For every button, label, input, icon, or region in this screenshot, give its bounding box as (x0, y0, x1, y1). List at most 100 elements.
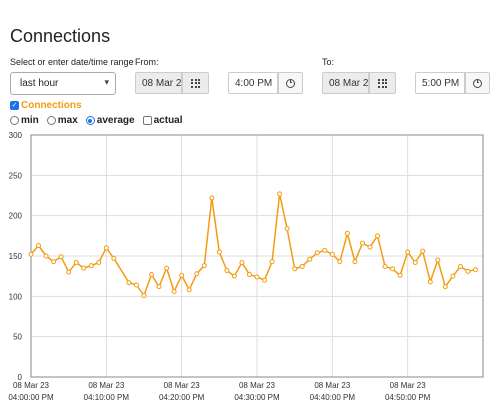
data-point (246, 272, 252, 278)
data-point (73, 259, 79, 265)
series-toggle[interactable]: ✓ Connections (10, 100, 82, 111)
data-point (201, 263, 207, 269)
x-tick-date-label: 08 Mar 23 (390, 381, 427, 390)
x-tick-time-label: 04:50:00 PM (385, 393, 431, 402)
x-tick-time-label: 04:10:00 PM (84, 393, 130, 402)
data-point (442, 284, 448, 290)
actual-checkbox[interactable] (142, 116, 152, 125)
x-tick-time-label: 04:30:00 PM (234, 393, 280, 402)
data-point (397, 272, 403, 278)
stat-option-max-label: max (57, 115, 78, 126)
clock-icon (473, 78, 482, 88)
x-tick-time-label: 04:40:00 PM (310, 393, 356, 402)
from-time-picker-button[interactable] (278, 72, 303, 94)
data-point (390, 266, 396, 272)
calendar-grid-icon (191, 78, 200, 88)
data-point (239, 259, 245, 265)
radio-min[interactable] (10, 116, 19, 125)
connections-chart: 0 50 100 150 200 250 300 08 Mar 23 04:00:00 PM 08… (8, 131, 484, 402)
radio-average[interactable] (85, 116, 95, 125)
series-checkbox[interactable]: ✓ (10, 101, 19, 110)
data-point (472, 267, 478, 273)
from-date-picker-button[interactable] (182, 72, 209, 94)
to-date-picker-button[interactable] (369, 72, 396, 94)
data-point (322, 247, 328, 253)
x-tick-time-label: 04:20:00 PM (159, 393, 205, 402)
data-point (156, 284, 162, 290)
data-point (375, 233, 381, 239)
calendar-grid-icon (378, 78, 387, 88)
data-point (465, 268, 471, 274)
x-tick-date-label: 08 Mar 23 (314, 381, 351, 390)
data-point (81, 265, 87, 271)
data-point (164, 265, 170, 271)
data-point (28, 251, 34, 257)
y-tick-label: 100 (9, 292, 23, 301)
to-time-input[interactable]: 5:00 PM (415, 72, 465, 94)
page-title: Connections (10, 26, 111, 46)
stat-option-min[interactable]: min (10, 115, 39, 126)
from-date-input[interactable]: 08 Mar 23 (135, 72, 182, 94)
data-point (216, 249, 222, 255)
data-point (126, 280, 132, 286)
y-tick-label: 300 (9, 131, 23, 140)
data-point (66, 269, 72, 275)
data-point (96, 259, 102, 265)
data-point (141, 293, 147, 299)
stat-option-average[interactable]: average (85, 115, 135, 126)
data-point (262, 277, 268, 283)
x-tick-time-label: 04:00:00 PM (8, 393, 54, 402)
data-point (194, 271, 200, 277)
to-date-input[interactable]: 08 Mar 23 (322, 72, 369, 94)
data-point (186, 287, 192, 293)
data-point (427, 279, 433, 285)
series-line (30, 193, 476, 297)
x-tick-date-label: 08 Mar 23 (239, 381, 276, 390)
data-point (103, 245, 109, 251)
x-tick-date-label: 08 Mar 23 (164, 381, 201, 390)
data-point (329, 251, 335, 257)
data-point (307, 256, 313, 262)
range-label: Select or enter date/time range (10, 57, 134, 67)
to-time-picker-button[interactable] (465, 72, 490, 94)
chart-series (28, 191, 478, 299)
y-tick-label: 50 (13, 333, 22, 342)
data-point (412, 259, 418, 265)
from-time-input[interactable]: 4:00 PM (228, 72, 278, 94)
x-tick-date-label: 08 Mar 23 (88, 381, 125, 390)
x-tick-date-label: 08 Mar 23 (13, 381, 50, 390)
y-tick-label: 200 (9, 212, 23, 221)
data-point (420, 248, 426, 254)
data-point (36, 243, 42, 249)
stat-option-max[interactable]: max (46, 115, 78, 126)
data-point (111, 255, 117, 261)
data-point (43, 253, 49, 259)
stat-option-actual-label: actual (153, 115, 183, 126)
data-point (133, 282, 139, 288)
from-label: From: (135, 57, 159, 67)
data-point (299, 263, 305, 269)
data-point (58, 254, 64, 260)
to-label: To: (322, 57, 335, 67)
data-point (51, 259, 57, 265)
radio-max[interactable] (46, 116, 56, 125)
data-point (224, 268, 230, 274)
data-point (352, 259, 358, 265)
data-point (269, 259, 275, 265)
stat-option-actual[interactable]: actual (142, 115, 183, 126)
data-point (88, 263, 94, 269)
series-toggle-label: Connections (21, 100, 82, 111)
data-point (149, 272, 155, 278)
data-point (292, 266, 298, 272)
y-tick-label: 0 (18, 373, 23, 382)
stat-options: min max average actual (10, 115, 191, 126)
data-point (367, 244, 373, 250)
data-point (171, 288, 177, 294)
data-point (450, 273, 456, 279)
data-point (337, 259, 343, 265)
data-point (254, 274, 260, 280)
range-select[interactable]: last hour ▾ (10, 72, 116, 95)
data-point (231, 273, 237, 279)
stat-option-min-label: min (21, 115, 39, 126)
chart-grid (30, 134, 483, 378)
